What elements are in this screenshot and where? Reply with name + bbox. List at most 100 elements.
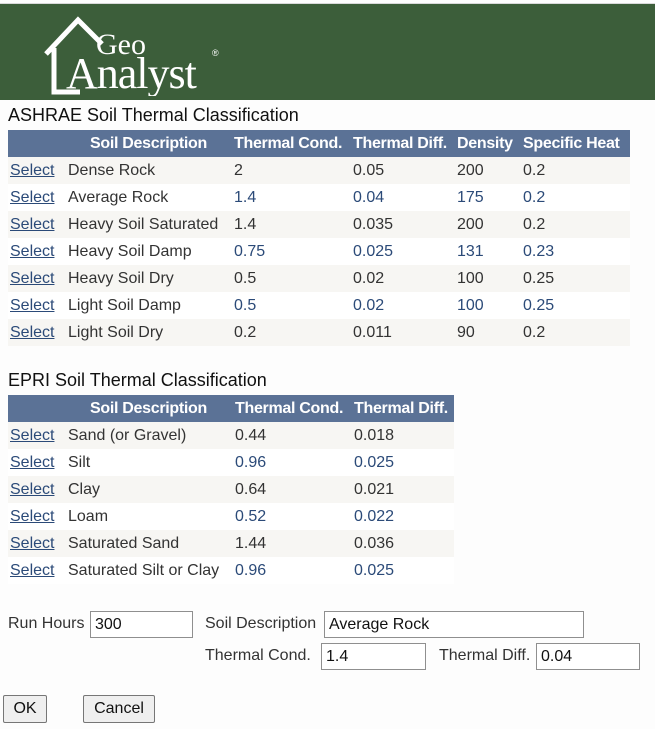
ashrae-cell-thermal-cond: 0.5 [234,269,257,287]
ashrae-cell-thermal-diff: 0.02 [353,296,385,314]
ashrae-cell-thermal-diff: 0.035 [353,215,394,233]
ashrae-select-link[interactable]: Select [10,161,55,179]
ashrae-cell-density: 200 [457,161,484,179]
epri-select-link[interactable]: Select [10,426,55,444]
ashrae-table-row: Select Light Soil Damp 0.5 0.02 100 0.25 [8,292,630,319]
ashrae-table-row: Select Heavy Soil Damp 0.75 0.025 131 0.23 [8,238,630,265]
ashrae-cell-description: Average Rock [68,188,169,206]
epri-table: Soil Description Thermal Cond. Thermal D… [8,395,454,584]
geoanalyst-logo: Geo Analyst ® [44,16,219,96]
epri-cell-description: Saturated Silt or Clay [68,561,220,579]
ashrae-header-row: Soil Description Thermal Cond. Thermal D… [8,130,630,157]
ashrae-cell-thermal-diff: 0.04 [353,188,385,206]
epri-table-row: Select Silt 0.96 0.025 [8,449,454,476]
epri-select-link[interactable]: Select [10,534,55,552]
epri-table-row: Select Saturated Sand 1.44 0.036 [8,530,454,557]
epri-header-description: Soil Description [90,399,207,417]
epri-cell-description: Clay [68,480,101,498]
thermal-cond-label: Thermal Cond. [205,647,311,664]
ashrae-cell-density: 90 [457,323,475,341]
ashrae-cell-thermal-diff: 0.025 [353,242,394,260]
epri-select-link[interactable]: Select [10,480,55,498]
ashrae-header-description: Soil Description [90,134,207,152]
thermal-cond-input[interactable] [321,643,426,670]
ashrae-header-thermal-cond: Thermal Cond. [234,134,343,152]
epri-table-row: Select Saturated Silt or Clay 0.96 0.025 [8,557,454,584]
epri-select-cell: Select [8,476,66,503]
ashrae-select-cell: Select [8,292,66,319]
logo-registered-mark: ® [212,48,219,58]
epri-cell-thermal-cond: 0.96 [235,453,267,471]
ashrae-cell-density: 175 [457,188,484,206]
ashrae-select-link[interactable]: Select [10,215,55,233]
ashrae-select-link[interactable]: Select [10,188,55,206]
run-hours-label: Run Hours [8,615,85,632]
soil-description-label: Soil Description [205,615,317,632]
ashrae-table: Soil Description Thermal Cond. Thermal D… [8,130,630,346]
ashrae-cell-density: 200 [457,215,484,233]
ashrae-select-link[interactable]: Select [10,269,55,287]
ashrae-table-row: Select Heavy Soil Saturated 1.4 0.035 200 0.2 [8,211,630,238]
epri-select-link[interactable]: Select [10,453,55,471]
ashrae-cell-description: Heavy Soil Dry [68,269,174,287]
ashrae-select-cell: Select [8,265,66,292]
epri-select-cell: Select [8,503,66,530]
epri-select-cell: Select [8,422,66,449]
ashrae-cell-thermal-cond: 1.4 [234,188,257,206]
ashrae-table-row: Select Average Rock 1.4 0.04 175 0.2 [8,184,630,211]
ashrae-cell-thermal-cond: 2 [234,161,243,179]
epri-cell-thermal-diff: 0.025 [354,453,395,471]
ok-button[interactable]: OK [3,695,47,723]
ashrae-cell-description: Light Soil Damp [68,296,181,314]
ashrae-select-link[interactable]: Select [10,323,55,341]
ashrae-cell-description: Light Soil Dry [68,323,164,341]
ashrae-table-row: Select Heavy Soil Dry 0.5 0.02 100 0.25 [8,265,630,292]
ashrae-cell-description: Heavy Soil Damp [68,242,192,260]
ashrae-cell-specific-heat: 0.25 [523,269,555,287]
epri-cell-thermal-diff: 0.025 [354,561,395,579]
ashrae-cell-thermal-diff: 0.011 [353,323,392,341]
ashrae-cell-specific-heat: 0.2 [523,161,546,179]
ashrae-select-cell: Select [8,238,66,265]
soil-description-input[interactable] [324,611,584,638]
ashrae-cell-thermal-cond: 0.75 [234,242,266,260]
epri-select-link[interactable]: Select [10,561,55,579]
ashrae-select-cell: Select [8,211,66,238]
epri-cell-thermal-cond: 0.44 [235,426,267,444]
epri-header-thermal-cond: Thermal Cond. [235,399,344,417]
ashrae-cell-specific-heat: 0.23 [523,242,555,260]
epri-table-row: Select Sand (or Gravel) 0.44 0.018 [8,422,454,449]
ashrae-cell-specific-heat: 0.2 [523,215,546,233]
ashrae-select-link[interactable]: Select [10,296,55,314]
ashrae-cell-density: 100 [457,269,484,287]
thermal-diff-label: Thermal Diff. [439,647,531,664]
epri-title: EPRI Soil Thermal Classification [8,370,267,390]
ashrae-cell-thermal-cond: 0.2 [234,323,257,341]
ashrae-cell-thermal-cond: 0.5 [234,296,257,314]
run-hours-input[interactable] [90,611,193,638]
epri-cell-thermal-cond: 0.52 [235,507,267,525]
ashrae-header-density: Density [457,134,513,152]
epri-cell-thermal-diff: 0.022 [354,507,395,525]
cancel-button[interactable]: Cancel [83,695,155,723]
ashrae-cell-specific-heat: 0.25 [523,296,555,314]
ashrae-select-cell: Select [8,157,66,184]
ashrae-cell-density: 100 [457,296,484,314]
ashrae-table-row: Select Light Soil Dry 0.2 0.011 90 0.2 [8,319,630,346]
ashrae-cell-thermal-diff: 0.05 [353,161,385,179]
epri-header-row: Soil Description Thermal Cond. Thermal D… [8,395,454,422]
ashrae-cell-thermal-cond: 1.4 [234,215,257,233]
epri-cell-thermal-cond: 0.96 [235,561,267,579]
epri-select-link[interactable]: Select [10,507,55,525]
ashrae-header-thermal-diff: Thermal Diff. [353,134,447,152]
epri-cell-thermal-cond: 0.64 [235,480,267,498]
ashrae-cell-specific-heat: 0.2 [523,323,546,341]
ashrae-cell-description: Dense Rock [68,161,156,179]
epri-table-row: Select Loam 0.52 0.022 [8,503,454,530]
epri-cell-thermal-diff: 0.021 [354,480,395,498]
epri-cell-description: Loam [68,507,109,525]
ashrae-select-link[interactable]: Select [10,242,55,260]
epri-select-cell: Select [8,530,66,557]
epri-cell-description: Sand (or Gravel) [68,426,187,444]
thermal-diff-input[interactable] [536,643,640,670]
